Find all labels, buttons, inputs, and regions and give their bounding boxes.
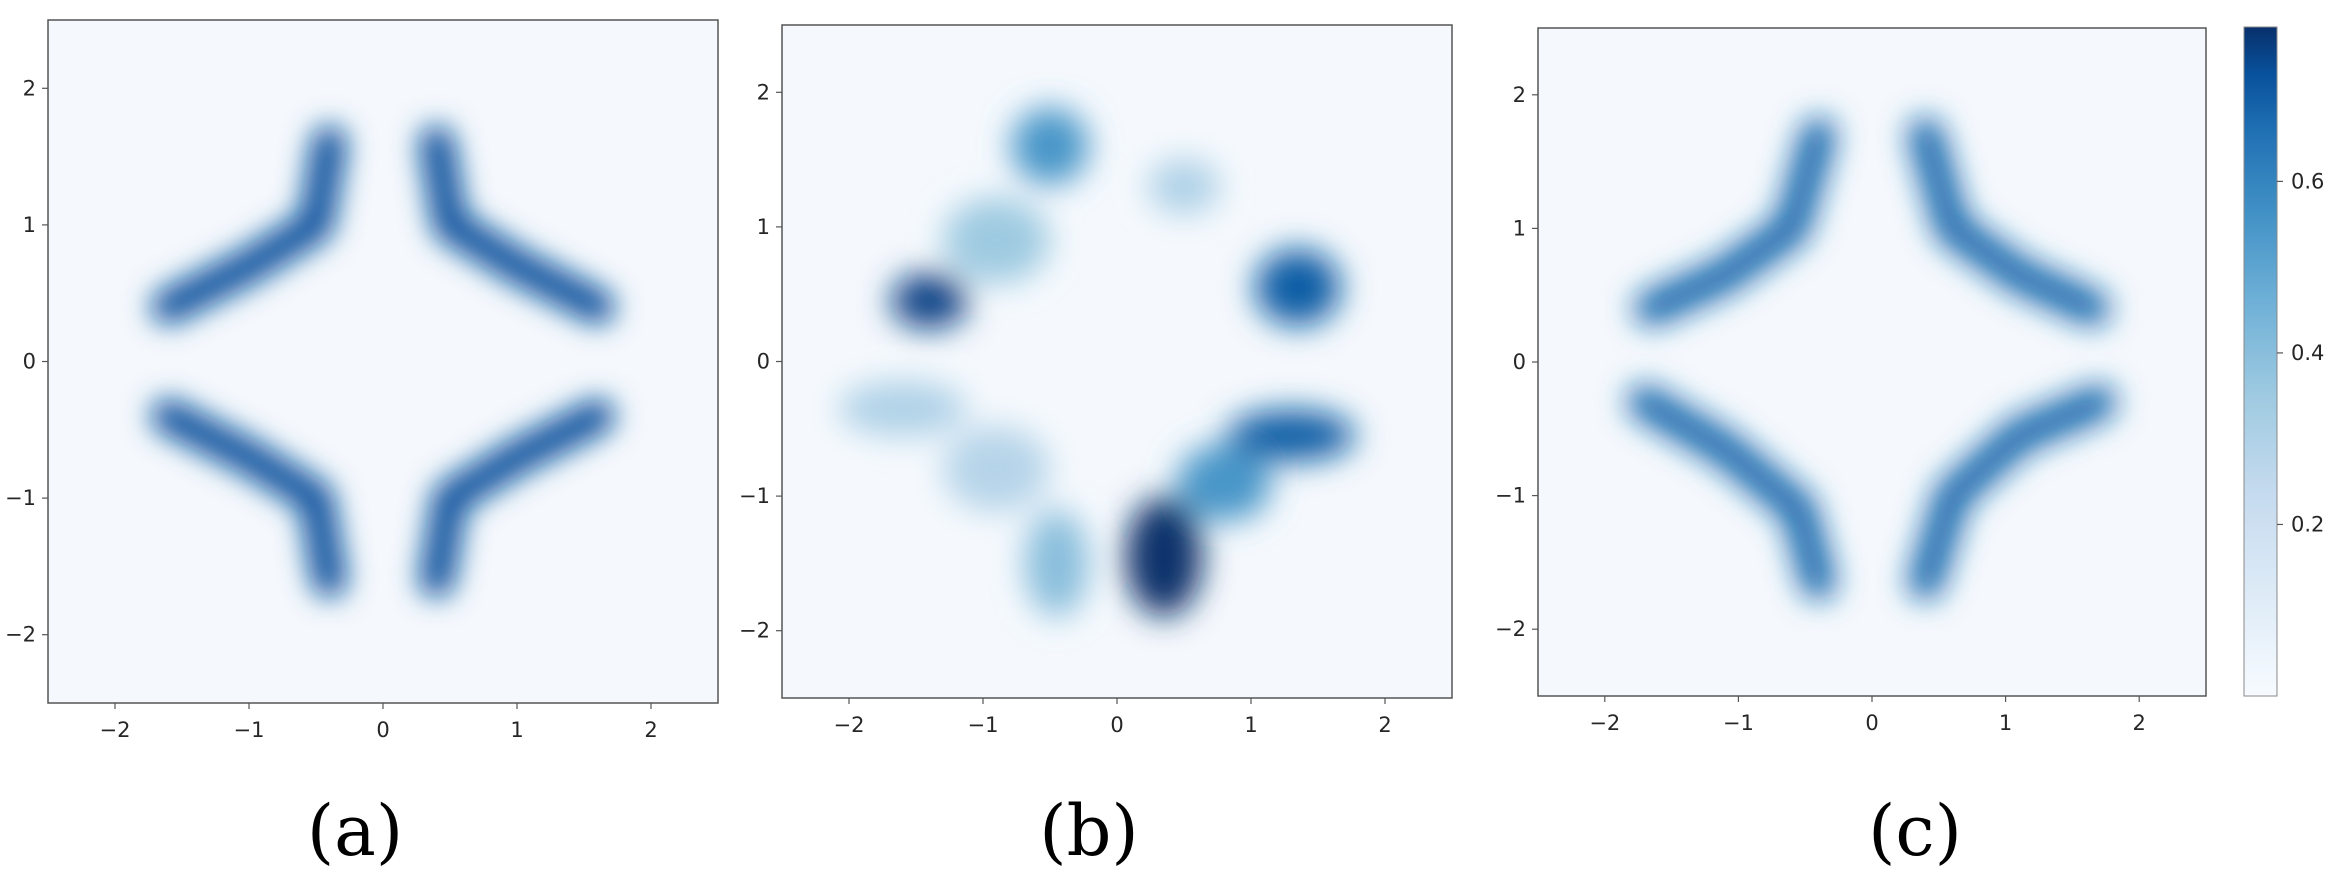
- density-band-3: [1627, 384, 1836, 600]
- density-blob-4: [1147, 158, 1221, 215]
- density-blob-2: [890, 273, 968, 329]
- panel-b-caption: (b): [1039, 790, 1138, 872]
- y-tick-label: 0: [757, 350, 770, 374]
- x-tick-label: 2: [2133, 711, 2146, 735]
- x-tick-label: 0: [1110, 713, 1123, 737]
- y-tick-label: 2: [1513, 83, 1526, 107]
- panel-a-density: [151, 125, 615, 598]
- y-tick-label: −1: [5, 486, 36, 510]
- y-tick-label: 1: [1513, 216, 1526, 240]
- x-tick-label: −2: [834, 713, 865, 737]
- panel-a: −2 −1 0 1 2 2 1 0 −1 −2 (a): [5, 19, 719, 872]
- y-tick-label: −1: [739, 484, 770, 508]
- panel-b-density: [838, 107, 1356, 617]
- panel-c: −2 −1 0 1 2 2 1 0 −1 −2 (c): [1495, 27, 2207, 872]
- colorbar-gradient: [2243, 26, 2278, 697]
- x-tick-label: 0: [1865, 711, 1878, 735]
- density-blob-6: [1226, 409, 1356, 462]
- density-band-1: [419, 125, 615, 325]
- y-tick-label: 2: [23, 76, 36, 100]
- x-tick-label: −2: [100, 718, 131, 742]
- x-tick-label: −1: [234, 718, 265, 742]
- density-band-3: [419, 398, 615, 598]
- density-blob-9: [838, 380, 967, 437]
- colorbar-tick-label: 0.6: [2291, 169, 2324, 193]
- x-tick-label: 2: [1378, 713, 1391, 737]
- density-blob-10: [942, 426, 1050, 513]
- y-tick-label: 0: [23, 350, 36, 374]
- y-tick-label: −2: [739, 619, 770, 643]
- density-band-2: [1908, 117, 2110, 326]
- y-tick-label: 1: [757, 215, 770, 239]
- colorbar-tick-label: 0.2: [2291, 512, 2324, 536]
- density-blob-11: [1024, 509, 1089, 617]
- density-blob-8: [1125, 496, 1203, 617]
- x-tick-label: −1: [1723, 711, 1754, 735]
- panel-c-ticks: −2 −1 0 1 2 2 1 0 −1 −2: [1495, 83, 2146, 735]
- density-band-1: [1634, 117, 1836, 326]
- colorbar: 0.2 0.4 0.6: [2243, 26, 2324, 697]
- panel-b-plot-area: [781, 24, 1453, 699]
- density-band-4: [151, 398, 347, 598]
- colorbar-ticks: 0.2 0.4 0.6: [2277, 169, 2324, 536]
- density-band-4: [1908, 384, 2117, 600]
- y-tick-label: −2: [1495, 617, 1526, 641]
- density-blob-5: [1255, 248, 1341, 327]
- density-blob-1: [1011, 107, 1089, 185]
- panel-a-caption: (a): [307, 790, 403, 872]
- y-tick-label: −2: [5, 623, 36, 647]
- y-tick-label: 1: [23, 213, 36, 237]
- colorbar-tick-label: 0.4: [2291, 341, 2324, 365]
- y-tick-label: 0: [1513, 350, 1526, 374]
- x-tick-label: 1: [1244, 713, 1257, 737]
- x-tick-label: 0: [376, 718, 389, 742]
- x-tick-label: −1: [968, 713, 999, 737]
- x-tick-label: 1: [510, 718, 523, 742]
- panel-b: −2 −1 0 1 2 2 1 0 −1 −2 (b): [739, 24, 1453, 872]
- panel-c-caption: (c): [1868, 790, 1962, 872]
- y-tick-label: 2: [757, 80, 770, 104]
- density-blob-3: [942, 197, 1050, 284]
- density-blob-7: [1177, 444, 1272, 522]
- panel-c-density: [1627, 117, 2117, 600]
- panel-a-ticks: −2 −1 0 1 2 2 1 0 −1 −2: [5, 76, 658, 742]
- panel-a-plot-area: [47, 19, 719, 704]
- x-tick-label: −2: [1589, 711, 1620, 735]
- panel-b-ticks: −2 −1 0 1 2 2 1 0 −1 −2: [739, 80, 1392, 737]
- panel-c-plot-area: [1537, 27, 2207, 697]
- y-tick-label: −1: [1495, 484, 1526, 508]
- density-band-2: [151, 125, 347, 325]
- x-tick-label: 2: [644, 718, 657, 742]
- x-tick-label: 1: [1999, 711, 2012, 735]
